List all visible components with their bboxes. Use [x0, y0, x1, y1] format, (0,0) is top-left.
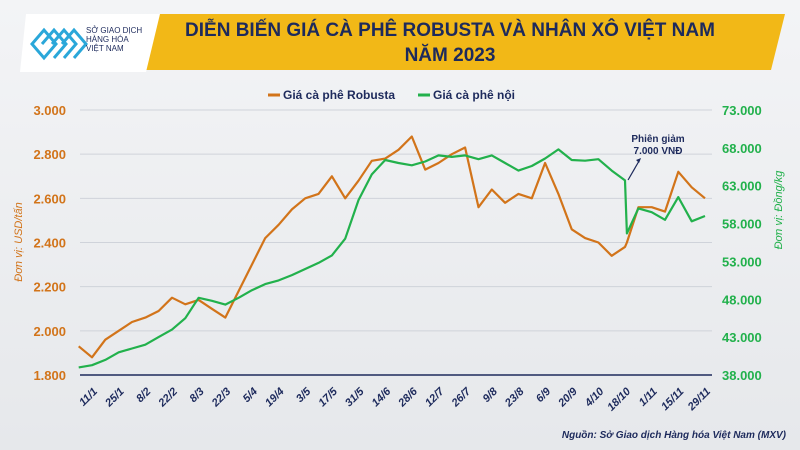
x-tick-label: 1/11	[637, 386, 660, 409]
x-tick-label: 9/8	[481, 385, 501, 405]
annotation-arrow	[627, 160, 640, 181]
x-tick-label: 8/3	[187, 386, 206, 405]
y-left-axis-label: Đơn vị: USD/tấn	[13, 202, 25, 281]
title-line-2: NĂM 2023	[404, 45, 496, 66]
y-right-tick-label: 53.000	[722, 254, 762, 269]
logo-text: SỞ GIAO DỊCH HÀNG HÓA VIỆT NAM	[86, 26, 143, 53]
legend-label: Giá cà phê nội	[433, 88, 515, 102]
y-right-axis-label: Đơn vị: Đồng/kg	[773, 170, 785, 250]
x-tick-label: 3/5	[294, 385, 314, 405]
y-left-tick-label: 2.000	[33, 324, 66, 339]
x-tick-label: 29/11	[685, 386, 713, 414]
x-tick-label: 26/7	[449, 385, 474, 410]
x-tick-label: 14/6	[370, 385, 394, 409]
y-right-tick-label: 63.000	[722, 179, 762, 194]
title-line-1: DIỄN BIẾN GIÁ CÀ PHÊ ROBUSTA VÀ NHÂN XÔ …	[185, 20, 715, 41]
x-tick-label: 4/10	[582, 385, 607, 410]
x-tick-label: 17/5	[316, 385, 340, 409]
y-right-tick-label: 43.000	[722, 330, 762, 345]
y-right-tick-label: 58.000	[722, 217, 762, 232]
x-tick-label: 20/9	[556, 385, 581, 410]
y-left-tick-label: 2.200	[33, 280, 66, 295]
x-tick-label: 15/11	[659, 386, 686, 413]
mxv-logo-icon	[28, 24, 88, 64]
x-tick-label: 11/1	[77, 386, 100, 409]
logo	[20, 14, 160, 72]
chart-title: DIỄN BIẾN GIÁ CÀ PHÊ ROBUSTA VÀ NHÂN XÔ …	[150, 18, 750, 68]
legend-label: Giá cà phê Robusta	[283, 88, 395, 102]
title-banner	[95, 14, 785, 70]
series-line-domestic	[78, 148, 706, 369]
series-line-robusta	[77, 135, 706, 359]
x-tick-label: 31/5	[343, 385, 367, 409]
x-tick-label: 19/4	[263, 386, 287, 410]
x-tick-label: 12/7	[423, 385, 447, 409]
x-tick-label: 8/2	[134, 386, 153, 405]
x-tick-label: 6/9	[534, 385, 554, 405]
y-right-tick-label: 48.000	[722, 292, 762, 307]
x-tick-label: 18/10	[605, 385, 634, 414]
x-tick-label: 28/6	[396, 385, 421, 410]
y-left-tick-label: 2.800	[33, 147, 66, 162]
x-tick-label: 5/4	[241, 386, 260, 405]
y-right-tick-label: 73.000	[722, 103, 762, 118]
x-tick-label: 25/1	[102, 386, 126, 410]
y-right-tick-label: 38.000	[722, 368, 762, 383]
y-left-tick-label: 1.800	[33, 368, 66, 383]
arrowhead-icon	[636, 158, 642, 163]
y-right-tick-label: 68.000	[722, 141, 762, 156]
y-left-tick-label: 2.600	[33, 191, 66, 206]
y-left-tick-label: 2.400	[33, 236, 66, 251]
x-tick-label: 23/8	[502, 385, 527, 410]
y-left-tick-label: 3.000	[33, 103, 66, 118]
annotation-text: 7.000 VNĐ	[634, 146, 683, 157]
source-note: Nguồn: Sở Giao dịch Hàng hóa Việt Nam (M…	[561, 430, 786, 441]
x-tick-label: 22/3	[209, 386, 233, 410]
annotation-text: Phiên giảm	[631, 134, 684, 145]
x-tick-label: 22/2	[156, 386, 180, 410]
